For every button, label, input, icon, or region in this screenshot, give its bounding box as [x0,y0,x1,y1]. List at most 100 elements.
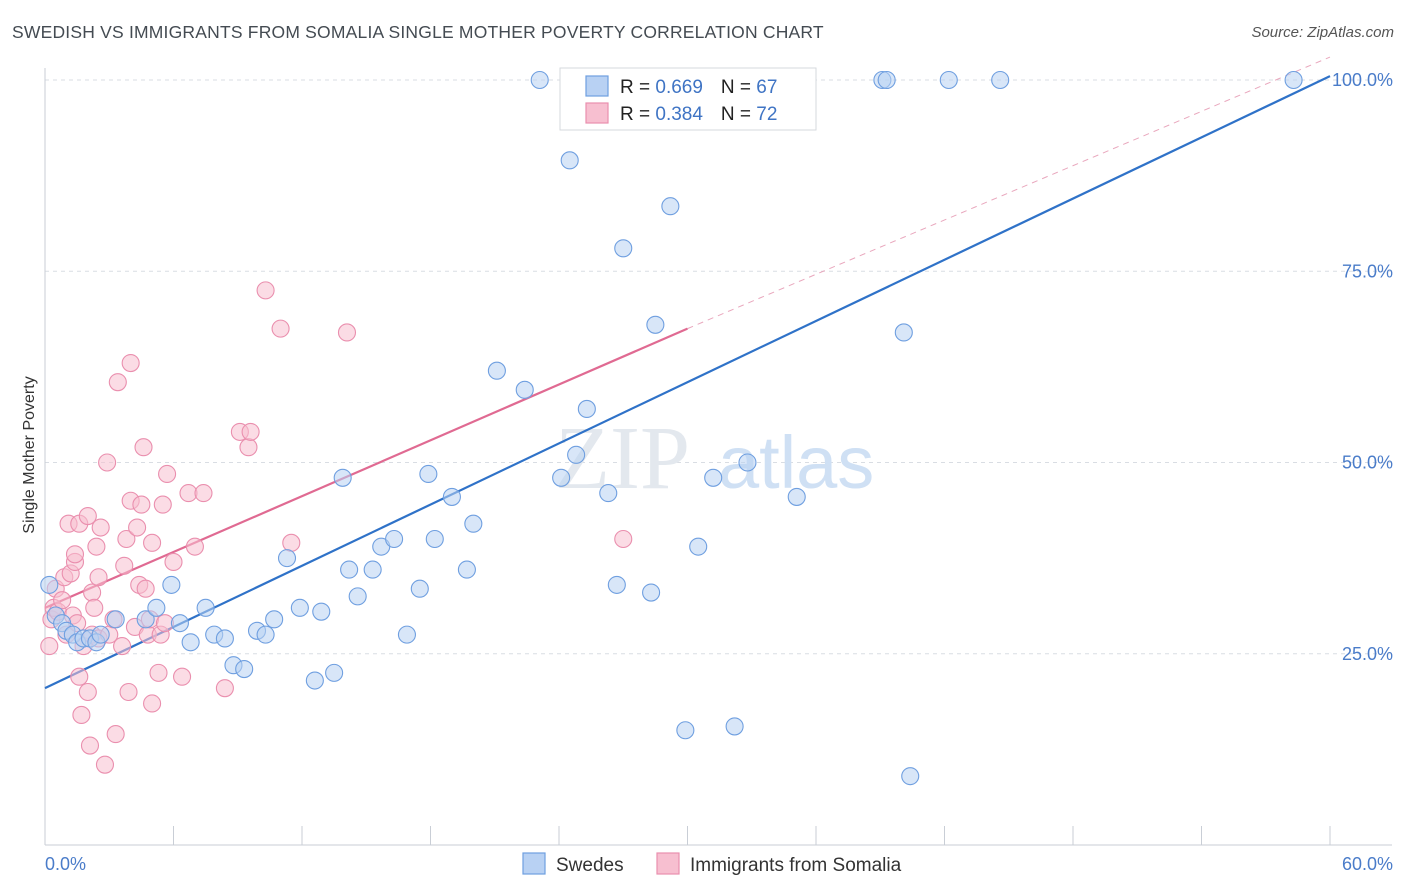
axes [44,68,1392,846]
point-swedes [325,663,344,682]
chart-source: Source: ZipAtlas.com [1251,24,1394,41]
point-somalia [239,438,258,457]
point-swedes [410,579,429,598]
point-somalia [185,537,204,556]
y-tick-label: 25.0% [1342,644,1393,664]
point-somalia [119,682,138,702]
point-swedes [464,514,483,533]
trend-line-somalia [44,327,688,609]
point-somalia [153,495,172,514]
point-swedes [642,583,661,602]
trend-line-swedes [44,75,1331,690]
point-somalia [89,568,108,587]
point-somalia [106,725,125,744]
point-somalia [53,591,72,610]
point-somalia [78,506,97,526]
point-somalia [80,736,100,755]
point-swedes [894,323,913,342]
point-swedes [162,575,181,594]
point-swedes [305,671,324,690]
point-swedes [530,70,549,90]
point-somalia [194,484,213,503]
point-swedes [40,575,59,594]
point-swedes [676,721,695,740]
point-swedes [939,70,958,90]
point-swedes [661,197,680,216]
point-somalia [337,323,357,342]
legend-swedes-n-value: 67 [756,77,777,98]
point-somalia [87,537,106,556]
point-swedes [196,598,215,617]
point-swedes [901,767,920,786]
point-swedes [1284,70,1303,90]
point-swedes [340,560,359,579]
point-swedes [614,239,633,258]
point-swedes [599,484,618,503]
point-swedes [397,625,416,644]
legend-somalia-stats: R = 0.384 N = 72 [620,104,777,125]
point-swedes [725,717,744,736]
legend-somalia-r-label: R = [620,104,655,125]
x-tick-label: 0.0% [45,854,86,874]
series-legend: Swedes Immigrants from Somalia [522,852,902,876]
legend-somalia-r-value: 0.384 [655,104,703,125]
point-swedes [877,70,896,90]
bottom-legend-somalia: Immigrants from Somalia [690,855,902,876]
point-swedes [567,445,586,464]
point-swedes [348,587,367,606]
legend-swedes-r-value: 0.669 [655,77,703,98]
point-swedes [515,380,534,399]
point-swedes [442,487,461,506]
point-somalia [108,373,127,392]
grid-lines [45,79,1392,655]
point-swedes [991,70,1010,90]
point-somalia [149,663,168,682]
point-swedes [560,151,579,170]
point-swedes [704,468,723,487]
point-swedes [577,399,596,419]
point-swedes [419,464,438,484]
point-somalia [72,705,91,725]
point-somalia [98,453,117,472]
point-somalia [95,755,115,774]
legend-somalia-n-label: N = [721,104,756,125]
legend-somalia-n-value: 72 [756,104,777,125]
point-swedes [333,468,352,487]
point-somalia [143,694,162,713]
point-swedes [487,361,506,380]
chart-title: SWEDISH VS IMMIGRANTS FROM SOMALIA SINGL… [12,22,824,42]
point-somalia [241,422,260,441]
point-somalia [91,518,110,537]
legend-swedes-stats: R = 0.669 N = 67 [620,77,777,98]
point-swedes [147,598,166,617]
point-somalia [40,637,59,656]
point-swedes [170,614,189,633]
point-swedes [363,560,382,579]
legend-swedes-n-label: N = [721,77,756,98]
point-swedes [290,598,309,617]
point-somalia [143,533,162,552]
point-swedes [265,610,284,629]
point-somalia [256,281,275,300]
point-somalia [158,464,177,484]
point-swedes [457,560,476,579]
point-somalia [132,495,151,514]
point-somalia [113,637,132,656]
x-tick-label: 60.0% [1342,854,1393,874]
y-tick-label: 50.0% [1342,453,1393,473]
point-swedes [552,468,571,487]
point-swedes [256,625,275,644]
point-somalia [282,533,301,552]
point-somalia [128,518,147,537]
point-swedes [215,629,234,648]
point-somalia [173,667,192,686]
bottom-legend-swedes: Swedes [556,855,624,876]
tick-labels: 25.0% 50.0% 75.0% 100.0% 0.0% 60.0% [45,70,1393,874]
point-somalia [134,438,153,457]
point-swedes [106,610,125,629]
point-swedes [607,575,626,594]
point-somalia [164,552,183,572]
bottom-legend-swatch-somalia [656,852,680,875]
y-tick-label: 100.0% [1332,70,1393,90]
